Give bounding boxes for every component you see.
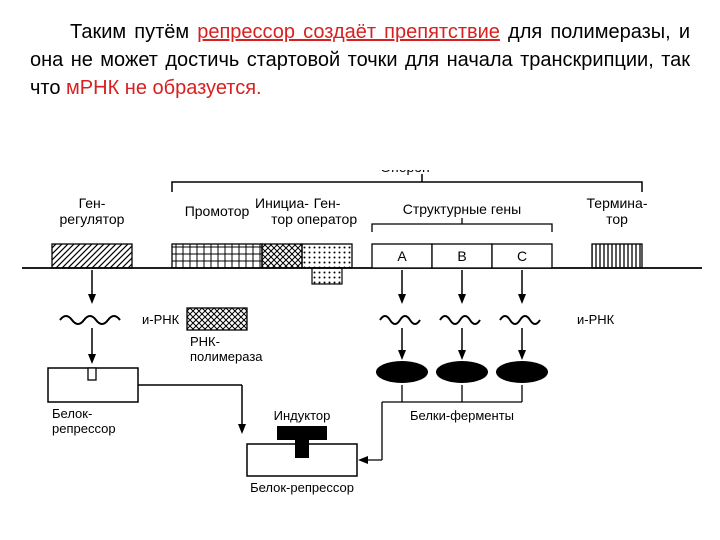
rna-polymerase-label-2: полимераза (190, 349, 263, 364)
operon-label: Оперон (380, 170, 430, 175)
paragraph: Таким путём репрессор создаёт препятстви… (30, 18, 690, 102)
gene-regulator-label-1: Ген- (79, 195, 106, 211)
operator-box (302, 244, 352, 268)
initiator-label-2: тор (271, 211, 293, 227)
rna-polymerase-label-1: РНК- (190, 334, 220, 349)
enzyme-A (376, 361, 428, 383)
enzyme-B (436, 361, 488, 383)
protein-enzymes-label: Белки-ферменты (410, 408, 514, 423)
irna-wave-A (380, 316, 420, 324)
protein-repressor-label-2: репрессор (52, 421, 116, 436)
operon-diagram: Оперон Ген- регулятор Промотор Инициа- т… (22, 170, 702, 530)
inductor-label: Индуктор (274, 408, 331, 423)
inductor-block (277, 426, 327, 440)
promoter-label: Промотор (185, 203, 250, 219)
initiator-box (262, 244, 302, 268)
initiator-label-1: Инициа- (255, 195, 309, 211)
protein-repressor-label-1: Белок- (52, 406, 92, 421)
irna-wave-left (60, 316, 120, 324)
structural-genes-label: Структурные гены (403, 201, 521, 217)
structgene-brace (372, 218, 552, 232)
protein-repressor-bottom-label: Белок-репрессор (250, 480, 354, 495)
gene-regulator-label-2: регулятор (60, 211, 125, 227)
irna-wave-B (440, 316, 480, 324)
irna-label-left: и-РНК (142, 312, 180, 327)
operon-brace (172, 174, 642, 192)
text-red: мРНК не образуется. (66, 77, 262, 99)
rna-polymerase-box (187, 308, 247, 330)
irna-label-right: и-РНК (577, 312, 615, 327)
operator-tab (312, 268, 342, 284)
enzyme-C (496, 361, 548, 383)
geneB-label: В (457, 248, 466, 264)
text-red-underline: репрессор создаёт препятствие (197, 21, 500, 43)
text-part-1: Таким путём (70, 21, 197, 43)
terminator-label-1: Термина- (587, 195, 648, 211)
geneA-label: А (397, 248, 407, 264)
promoter-box (172, 244, 262, 268)
operator-label-2: оператор (297, 211, 357, 227)
operator-label-1: Ген- (314, 195, 341, 211)
irna-wave-C (500, 316, 540, 324)
terminator-box (592, 244, 642, 268)
geneC-label: С (517, 248, 527, 264)
regulator-box (52, 244, 132, 268)
terminator-label-2: тор (606, 211, 628, 227)
